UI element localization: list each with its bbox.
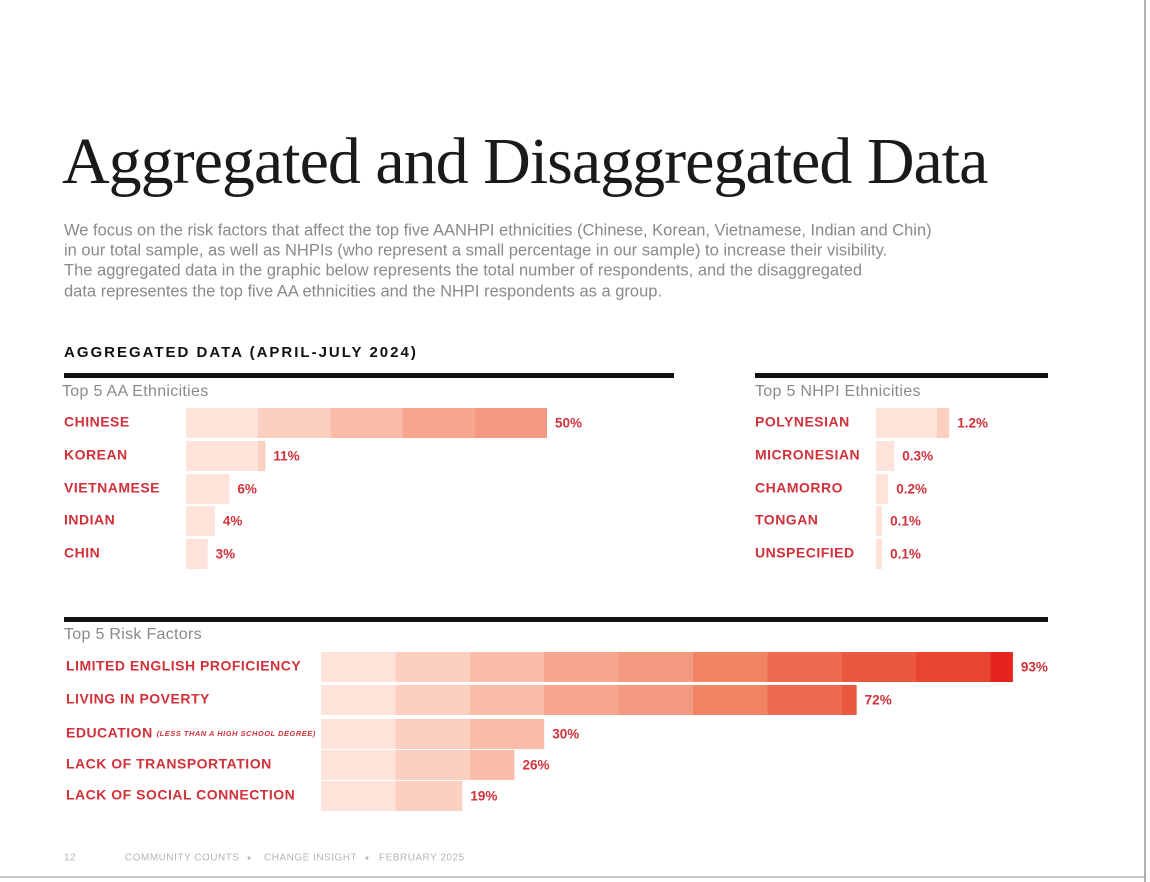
value-label: 3% — [216, 547, 236, 562]
bar — [876, 408, 950, 438]
intro-line: The aggregated data in the graphic below… — [64, 261, 862, 279]
category-label: VIETNAMESE — [64, 480, 160, 496]
separator — [365, 856, 369, 860]
value-label: 4% — [223, 514, 243, 529]
value-label: 11% — [273, 449, 299, 464]
category-label: POLYNESIAN — [755, 414, 850, 430]
category-label: EDUCATION (LESS THAN A HIGH SCHOOL DEGREE… — [66, 725, 316, 741]
value-label: 0.3% — [902, 449, 933, 464]
footer-item: CHANGE INSIGHT — [264, 853, 357, 864]
bar — [876, 506, 883, 536]
bar — [321, 719, 545, 749]
intro-line: We focus on the risk factors that affect… — [64, 221, 932, 239]
page-title: Aggregated and Disaggregated Data — [62, 125, 988, 198]
chart-title: Top 5 Risk Factors — [64, 626, 202, 643]
chart-title: Top 5 AA Ethnicities — [62, 383, 209, 400]
rule — [64, 373, 674, 378]
category-label: TONGAN — [755, 512, 818, 528]
value-label: 72% — [865, 693, 892, 708]
bar — [186, 441, 266, 471]
value-label: 93% — [1021, 660, 1048, 675]
category-label: LACK OF TRANSPORTATION — [66, 756, 272, 772]
value-label: 30% — [552, 727, 579, 742]
separator — [247, 856, 251, 860]
category-label: MICRONESIAN — [755, 447, 860, 463]
chart-title: Top 5 NHPI Ethnicities — [755, 383, 921, 400]
category-label: UNSPECIFIED — [755, 545, 855, 561]
value-label: 0.2% — [896, 482, 927, 497]
category-label: LIMITED ENGLISH PROFICIENCY — [66, 658, 301, 674]
footer-item: FEBRUARY 2025 — [379, 853, 465, 864]
rule — [64, 617, 1048, 622]
footer-page: 12 — [64, 853, 76, 864]
footer-item: COMMUNITY COUNTS — [125, 853, 239, 864]
category-note: (LESS THAN A HIGH SCHOOL DEGREE) — [157, 729, 316, 738]
value-label: 6% — [237, 482, 257, 497]
category-label: CHIN — [64, 545, 100, 561]
bar — [186, 506, 215, 536]
bar — [186, 539, 208, 569]
bar — [321, 750, 515, 780]
intro-line: data representes the top five AA ethnici… — [64, 282, 662, 300]
category-label: CHINESE — [64, 414, 130, 430]
value-label: 0.1% — [890, 514, 921, 529]
value-label: 1.2% — [957, 416, 988, 431]
category-label: LACK OF SOCIAL CONNECTION — [66, 787, 295, 803]
value-label: 50% — [555, 416, 582, 431]
bar — [186, 408, 547, 438]
category-label: CHAMORRO — [755, 480, 843, 496]
rule — [755, 373, 1048, 378]
bar — [876, 539, 883, 569]
category-label: INDIAN — [64, 512, 115, 528]
value-label: 19% — [470, 789, 497, 804]
bar — [876, 474, 889, 504]
value-label: 0.1% — [890, 547, 921, 562]
bar — [876, 441, 895, 471]
value-label: 26% — [522, 758, 549, 773]
intro-line: in our total sample, as well as NHPIs (w… — [64, 241, 887, 259]
bar — [186, 474, 230, 504]
section-heading: AGGREGATED DATA (APRIL-JULY 2024) — [64, 344, 418, 361]
bar — [321, 781, 463, 811]
category-label: KOREAN — [64, 447, 128, 463]
bar — [321, 652, 1013, 682]
bar — [321, 685, 857, 715]
category-label: LIVING IN POVERTY — [66, 691, 210, 707]
